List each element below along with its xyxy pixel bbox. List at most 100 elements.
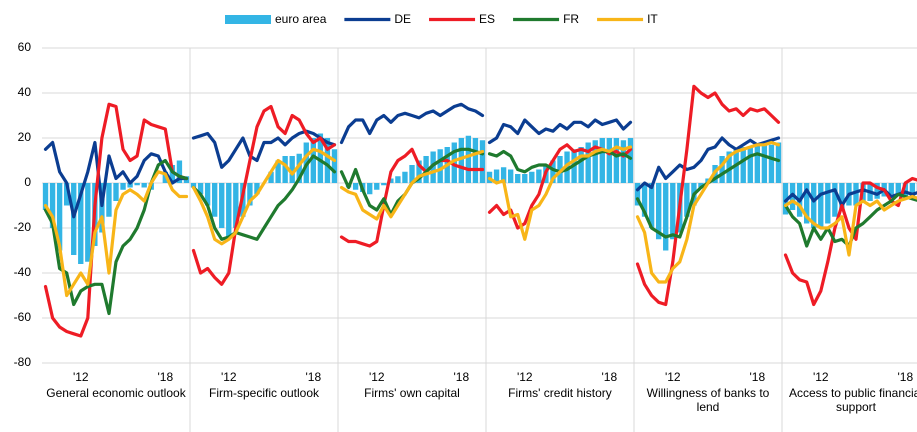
- bar: [557, 156, 563, 183]
- bar: [747, 147, 753, 183]
- bar: [564, 151, 570, 183]
- line-series: [635, 140, 781, 284]
- bar: [176, 160, 183, 183]
- bar: [698, 183, 704, 188]
- bar: [247, 183, 253, 206]
- line-series: [191, 154, 337, 241]
- bar: [134, 183, 140, 186]
- x-tick-label: '18: [602, 370, 618, 384]
- bar: [437, 149, 443, 183]
- bar: [63, 183, 70, 206]
- bar: [825, 183, 831, 224]
- y-tick-label: 60: [18, 40, 32, 54]
- y-tick-label: -20: [14, 220, 32, 234]
- bar: [352, 183, 359, 190]
- bar: [458, 138, 465, 183]
- y-tick-label: -40: [14, 265, 32, 279]
- bar: [811, 183, 817, 228]
- bar: [106, 183, 112, 217]
- bar: [740, 147, 746, 183]
- legend-label: DE: [394, 12, 411, 26]
- x-tick-label: '18: [898, 370, 914, 384]
- x-tick-label: '12: [665, 370, 681, 384]
- bar: [169, 165, 176, 183]
- bar: [606, 138, 613, 183]
- bar: [529, 171, 535, 183]
- bar: [670, 183, 676, 240]
- bar: [113, 183, 119, 201]
- bar: [874, 183, 880, 199]
- x-tick-label: '12: [73, 370, 89, 384]
- legend-label: IT: [647, 12, 658, 26]
- bar: [536, 169, 542, 183]
- bar: [197, 183, 204, 195]
- bar: [141, 183, 147, 188]
- bar: [768, 144, 775, 183]
- bar: [381, 183, 387, 186]
- bar: [888, 183, 894, 195]
- x-tick-label: '12: [517, 370, 533, 384]
- line-series: [339, 147, 485, 248]
- bar: [71, 183, 77, 255]
- bar: [761, 144, 768, 183]
- legend-swatch: [225, 15, 271, 24]
- bar: [620, 140, 627, 183]
- bar: [282, 156, 288, 183]
- bar: [367, 183, 373, 195]
- bar: [726, 151, 732, 183]
- bar: [423, 156, 429, 183]
- bar: [754, 144, 761, 183]
- bar: [49, 183, 56, 228]
- y-tick-label: 40: [18, 85, 32, 99]
- legend-label: euro area: [275, 12, 327, 26]
- line-series: [43, 158, 189, 316]
- bar: [895, 183, 901, 195]
- bar: [85, 183, 91, 262]
- bar: [190, 183, 197, 188]
- bar: [430, 151, 436, 183]
- bar: [655, 183, 662, 240]
- line-series: [635, 136, 781, 192]
- line-series: [635, 84, 781, 307]
- bar: [296, 153, 302, 183]
- line-series: [783, 192, 917, 248]
- y-tick-label: 20: [18, 130, 32, 144]
- line-series: [43, 170, 189, 298]
- line-series: [487, 145, 633, 241]
- x-tick-label: '18: [454, 370, 470, 384]
- bar: [275, 160, 281, 183]
- x-tick-label: '18: [158, 370, 174, 384]
- bar: [550, 160, 556, 183]
- bar: [663, 183, 669, 251]
- bar: [211, 183, 218, 217]
- y-tick-label: -60: [14, 310, 32, 324]
- x-tick-label: '18: [306, 370, 322, 384]
- bar: [56, 183, 63, 251]
- panel: [190, 104, 338, 286]
- bar: [472, 138, 479, 183]
- bar: [416, 160, 422, 183]
- bar: [331, 149, 338, 183]
- bar: [515, 174, 521, 183]
- line-series: [487, 118, 633, 145]
- y-tick-label: -80: [14, 355, 32, 369]
- line-series: [339, 102, 485, 145]
- panel-label: Willingness of banks to lend: [646, 386, 770, 414]
- line-series: [783, 194, 917, 257]
- bar: [522, 174, 528, 183]
- bar: [684, 183, 690, 217]
- bar: [839, 183, 845, 210]
- bar: [493, 169, 500, 183]
- bar: [648, 183, 655, 228]
- line-series: [191, 129, 337, 169]
- line-series: [43, 140, 189, 219]
- panel-label: General economic outlook: [46, 386, 186, 400]
- panel-label: Firms' own capital: [364, 386, 460, 400]
- bar: [592, 140, 598, 183]
- bar: [585, 142, 591, 183]
- x-tick-label: '12: [813, 370, 829, 384]
- bar: [641, 183, 648, 217]
- line-series: [43, 102, 189, 338]
- bar: [599, 138, 605, 183]
